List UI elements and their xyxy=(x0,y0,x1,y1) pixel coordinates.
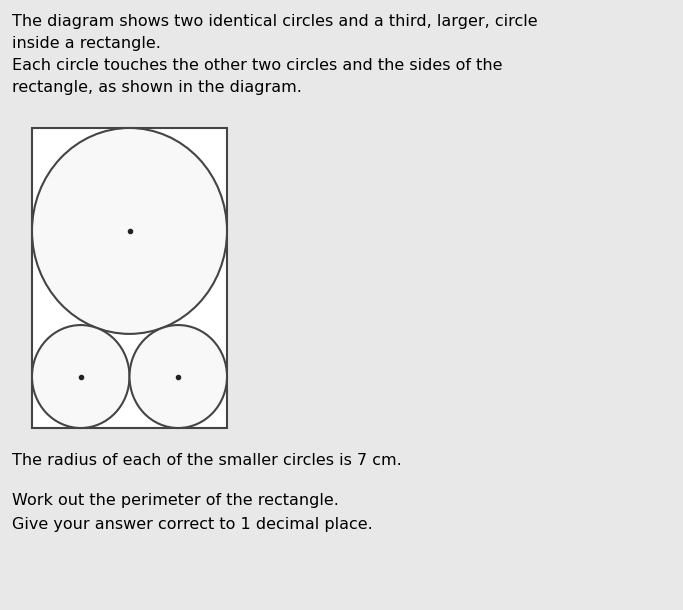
Text: Give your answer correct to 1 decimal place.: Give your answer correct to 1 decimal pl… xyxy=(12,517,373,532)
Text: Each circle touches the other two circles and the sides of the: Each circle touches the other two circle… xyxy=(12,58,503,73)
Text: The diagram shows two identical circles and a third, larger, circle: The diagram shows two identical circles … xyxy=(12,14,538,29)
Ellipse shape xyxy=(32,325,130,428)
Text: inside a rectangle.: inside a rectangle. xyxy=(12,36,161,51)
Ellipse shape xyxy=(32,128,227,334)
Text: Work out the perimeter of the rectangle.: Work out the perimeter of the rectangle. xyxy=(12,493,339,508)
Text: The radius of each of the smaller circles is 7 cm.: The radius of each of the smaller circle… xyxy=(12,453,402,468)
Text: rectangle, as shown in the diagram.: rectangle, as shown in the diagram. xyxy=(12,80,302,95)
Ellipse shape xyxy=(130,325,227,428)
Bar xyxy=(32,128,227,428)
